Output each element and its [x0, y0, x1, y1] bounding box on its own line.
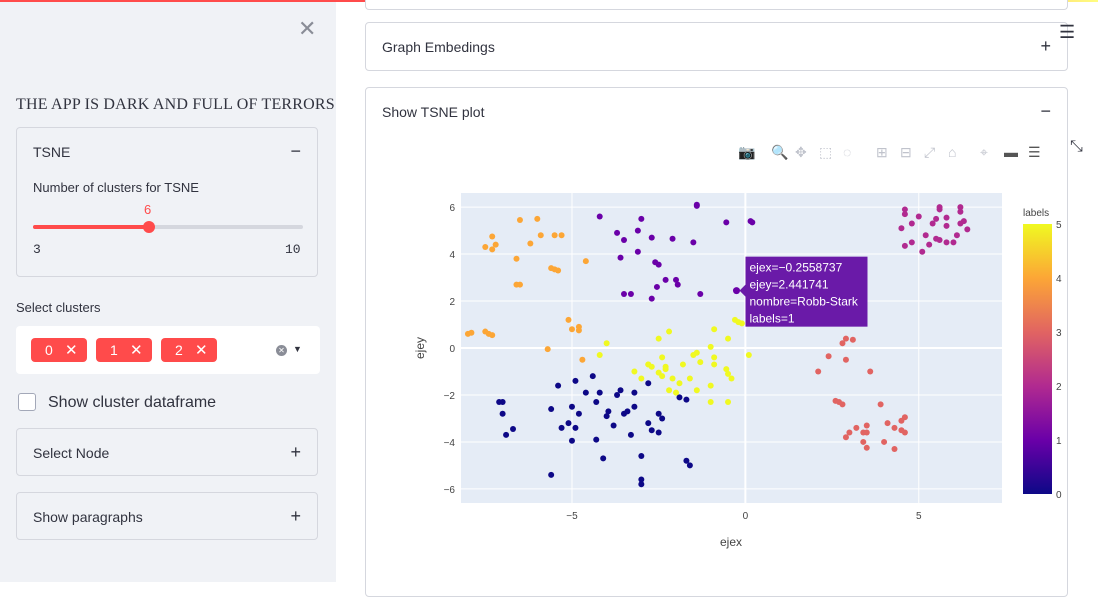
- chip-label: 1: [110, 342, 118, 358]
- checkbox-label[interactable]: Show cluster dataframe: [48, 394, 217, 411]
- camera-icon[interactable]: 📷: [738, 144, 756, 160]
- remove-chip-icon[interactable]: ✕: [195, 342, 208, 359]
- slider-max: 10: [285, 242, 301, 257]
- slider-min: 3: [33, 242, 41, 257]
- slider-value: 6: [144, 202, 152, 217]
- home-icon[interactable]: ⌂: [948, 144, 957, 160]
- close-icon[interactable]: ✕: [298, 16, 317, 41]
- pan-icon[interactable]: ✥: [795, 144, 807, 160]
- tsne-expander: TSNE − Number of clusters for TSNE 6 3 1…: [16, 127, 318, 277]
- select-node-expander[interactable]: Select Node +: [16, 428, 318, 476]
- previous-expander: [365, 0, 1068, 10]
- show-paragraphs-label[interactable]: Show paragraphs: [33, 509, 143, 525]
- slider-thumb[interactable]: [142, 221, 155, 233]
- fullscreen-icon[interactable]: ⤡: [1070, 138, 1083, 155]
- sidebar: ✕ THE APP IS DARK AND FULL OF TERRORS TS…: [0, 2, 336, 582]
- chevron-down-icon[interactable]: ▼: [293, 344, 302, 354]
- expand-icon[interactable]: +: [290, 442, 301, 462]
- select-node-label[interactable]: Select Node: [33, 445, 110, 461]
- show-paragraphs-expander[interactable]: Show paragraphs +: [16, 492, 318, 540]
- slider-fill: [33, 225, 149, 229]
- remove-chip-icon[interactable]: ✕: [130, 342, 143, 359]
- hover-compare-icon[interactable]: ☰: [1028, 144, 1041, 160]
- chip-label: 2: [175, 342, 183, 358]
- zoom-in-icon[interactable]: ⊞: [876, 144, 888, 160]
- collapse-icon[interactable]: −: [290, 141, 301, 161]
- hamburger-menu-icon[interactable]: ☰: [1059, 22, 1076, 42]
- select-clusters-label: Select clusters: [16, 300, 101, 315]
- zoom-out-icon[interactable]: ⊟: [900, 144, 912, 160]
- autoscale-icon[interactable]: ⤢: [924, 144, 936, 160]
- hover-closest-icon[interactable]: ▬: [1004, 144, 1018, 160]
- app-title: THE APP IS DARK AND FULL OF TERRORS: [16, 96, 335, 113]
- cluster-chip[interactable]: 1 ✕: [96, 338, 152, 362]
- clear-all-icon[interactable]: ✕: [276, 345, 287, 356]
- chip-label: 0: [45, 342, 53, 358]
- graph-embeddings-expander[interactable]: Graph Embedings +: [365, 22, 1068, 71]
- cluster-chip[interactable]: 2 ✕: [161, 338, 217, 362]
- tsne-expander-label[interactable]: TSNE: [33, 144, 71, 160]
- remove-chip-icon[interactable]: ✕: [65, 342, 78, 359]
- tsne-plot-expander: Show TSNE plot −: [365, 87, 1068, 597]
- cluster-slider[interactable]: [33, 221, 303, 233]
- slider-label: Number of clusters for TSNE: [33, 180, 199, 195]
- lasso-select-icon[interactable]: ◌: [843, 144, 852, 160]
- graph-embeddings-label[interactable]: Graph Embedings: [382, 39, 495, 55]
- box-select-icon[interactable]: ⬚: [819, 144, 833, 160]
- collapse-icon[interactable]: −: [1040, 101, 1051, 121]
- show-cluster-dataframe-checkbox[interactable]: [18, 393, 36, 411]
- cluster-multiselect[interactable]: 0 ✕ 1 ✕ 2 ✕ ✕ ▼: [16, 326, 320, 374]
- tsne-plot-label[interactable]: Show TSNE plot: [382, 104, 485, 120]
- spike-lines-icon[interactable]: ⌖: [980, 144, 988, 160]
- cluster-chip[interactable]: 0 ✕: [31, 338, 87, 362]
- expand-icon[interactable]: +: [290, 506, 301, 526]
- expand-icon[interactable]: +: [1040, 36, 1051, 56]
- zoom-icon[interactable]: 🔍: [771, 144, 789, 160]
